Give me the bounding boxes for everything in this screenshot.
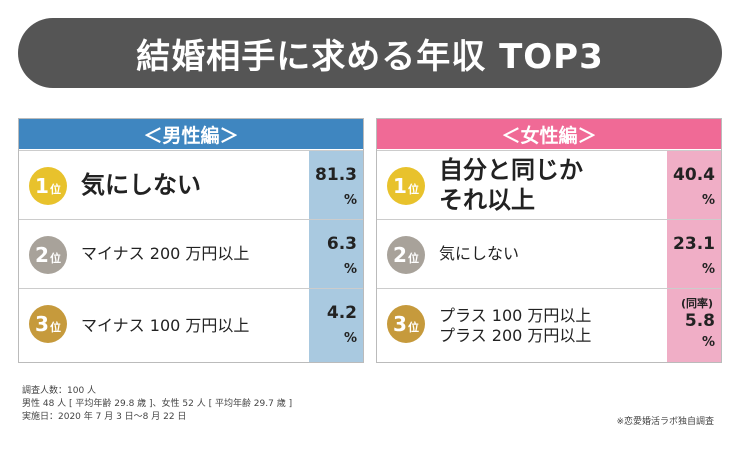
percentage-cell: (同率) 5.8 % — [667, 289, 721, 362]
answer-label: マイナス 200 万円以上 — [81, 220, 301, 288]
percentage-cell: 40.4 % — [667, 151, 721, 219]
answer-label: プラス 100 万円以上 プラス 200 万円以上 — [439, 289, 659, 362]
rank-suffix: 位 — [49, 251, 61, 265]
answer-label-line: マイナス 200 万円以上 — [81, 244, 250, 263]
answer-label: 自分と同じか それ以上 — [439, 151, 659, 219]
male-panel-header: ＜男性編＞ — [19, 119, 363, 149]
percentage-value: 81.3 — [315, 165, 357, 185]
percentage-cell: 81.3 % — [309, 151, 363, 219]
answer-label-line: プラス 100 万円以上 — [439, 305, 592, 325]
footnote-line: 男性 48 人 [ 平均年齢 29.8 歳 ]、女性 52 人 [ 平均年齢 2… — [22, 399, 293, 409]
answer-label: マイナス 100 万円以上 — [81, 289, 301, 362]
footnote-line: 実施日：2020 年 7 月 3 日～8 月 22 日 — [22, 412, 187, 422]
rank-suffix: 位 — [49, 182, 61, 196]
percent-unit: % — [343, 193, 357, 208]
answer-label-line: マイナス 100 万円以上 — [81, 315, 250, 335]
answer-label: 気にしない — [439, 220, 659, 288]
percent-unit: % — [343, 331, 357, 346]
rank-suffix: 位 — [49, 320, 61, 334]
tie-note: (同率) — [680, 297, 713, 310]
percent-unit: % — [701, 193, 715, 208]
percentage-value: 5.8 — [684, 311, 715, 331]
percentage-cell: 6.3 % — [309, 220, 363, 288]
footnote-line: 調査人数：100 人 — [22, 386, 97, 396]
percent-unit: % — [701, 262, 715, 277]
percentage-cell: 23.1 % — [667, 220, 721, 288]
source-note: ※恋愛婚活ラボ独自調査 — [616, 417, 714, 427]
percent-unit: % — [701, 335, 715, 350]
percentage-value: 23.1 — [673, 234, 715, 254]
rank-number: 1 — [393, 174, 407, 198]
answer-label-line: プラス 200 万円以上 — [439, 325, 592, 345]
rank-suffix: 位 — [407, 320, 419, 334]
page-title: 結婚相手に求める年収 TOP3 — [18, 18, 722, 88]
female-panel-header: ＜女性編＞ — [377, 119, 721, 149]
rank-number: 2 — [35, 243, 49, 267]
rank-number: 3 — [35, 312, 49, 336]
rank-suffix: 位 — [407, 182, 419, 196]
rank-number: 3 — [393, 312, 407, 336]
percent-unit: % — [343, 262, 357, 277]
answer-label-line: それ以上 — [439, 186, 535, 214]
answer-label-line: 気にしない — [439, 244, 520, 263]
percentage-value: 40.4 — [673, 165, 715, 185]
answer-label: 気にしない — [81, 151, 301, 219]
rank-number: 1 — [35, 174, 49, 198]
answer-label-line: 気にしない — [81, 171, 201, 199]
rank-suffix: 位 — [407, 251, 419, 265]
answer-label-line: 自分と同じか — [439, 156, 583, 184]
rank-number: 2 — [393, 243, 407, 267]
percentage-value: 4.2 — [326, 303, 357, 323]
percentage-value: 6.3 — [326, 234, 357, 254]
survey-footnote: 調査人数：100 人 男性 48 人 [ 平均年齢 29.8 歳 ]、女性 52… — [22, 385, 292, 424]
percentage-cell: 4.2 % — [309, 289, 363, 362]
